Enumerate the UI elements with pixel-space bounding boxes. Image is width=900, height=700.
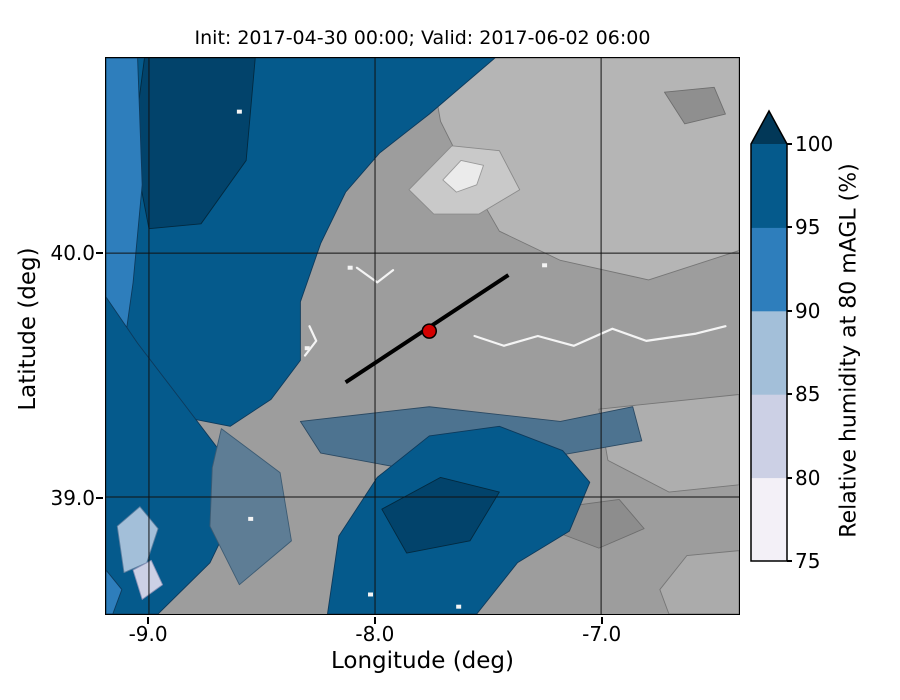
colorbar xyxy=(750,109,788,562)
colorbar-tick-label: 85 xyxy=(795,382,821,407)
colorbar-segment xyxy=(751,394,787,479)
white-spot xyxy=(347,265,353,270)
river-line xyxy=(355,266,395,284)
colorbar-tick-label: 80 xyxy=(795,465,821,490)
x-tick-label: -9.0 xyxy=(128,622,168,646)
y-tick-mark xyxy=(96,496,103,499)
contour-region-terrain-light-southeast xyxy=(659,550,739,614)
contour-region-terrain-light-northeast xyxy=(428,58,739,281)
contour-region-humid-mid-west-strip xyxy=(106,58,143,386)
contour-region-humid-steel-southwest xyxy=(209,428,292,586)
site-marker xyxy=(421,323,438,339)
contour-region-humid-navy-south xyxy=(381,476,500,554)
colorbar-segment xyxy=(751,227,787,312)
colorbar-extend-arrow xyxy=(751,111,787,144)
colorbar-tick-mark xyxy=(787,393,792,396)
contour-region-terrain-white-peak xyxy=(442,159,484,193)
colorbar-segment xyxy=(751,310,787,395)
x-tick-mark xyxy=(147,617,150,624)
colorbar-outline xyxy=(750,109,788,562)
y-tick-mark xyxy=(96,251,103,254)
colorbar-tick-label: 95 xyxy=(795,215,821,240)
colorbar-tick-mark xyxy=(787,476,792,479)
colorbar-tick-label: 100 xyxy=(795,132,834,156)
contour-region-humid-mid-southwest-corner xyxy=(106,569,123,614)
river-line xyxy=(473,325,727,347)
colorbar-label: Relative humidity at 80 mAGL (%) xyxy=(836,163,862,538)
white-spot xyxy=(248,516,254,521)
colorbar-tick-mark xyxy=(787,226,792,229)
plot-area xyxy=(105,57,740,615)
white-spot xyxy=(304,346,310,351)
x-tick-mark xyxy=(373,617,376,624)
x-axis-label: Longitude (deg) xyxy=(330,648,514,674)
white-spot xyxy=(236,109,242,114)
humidity-map xyxy=(106,58,739,614)
plot-title: Init: 2017-04-30 00:00; Valid: 2017-06-0… xyxy=(194,27,651,49)
river-line xyxy=(303,325,318,357)
white-spot xyxy=(368,592,373,597)
contour-region-terrain-dark-northeast xyxy=(663,86,726,125)
x-tick-label: -7.0 xyxy=(582,622,622,646)
x-tick-label: -8.0 xyxy=(355,622,395,646)
contour-region-humid-lightblue-southwest xyxy=(116,506,159,573)
colorbar-tick-label: 90 xyxy=(795,298,821,323)
y-tick-label: 40.0 xyxy=(50,240,95,265)
contour-region-humid-paleblue-southwest xyxy=(132,559,163,600)
colorbar-tick-mark xyxy=(787,560,792,562)
y-tick-label: 39.0 xyxy=(50,485,95,510)
x-tick-mark xyxy=(600,617,603,624)
colorbar-tick-label: 75 xyxy=(795,549,821,573)
white-spot xyxy=(456,604,462,609)
colorbar-tick-mark xyxy=(787,309,792,312)
colorbar-segment xyxy=(751,144,787,228)
colorbar-segment xyxy=(751,477,787,562)
white-spot xyxy=(542,263,548,268)
colorbar-tick-mark xyxy=(787,143,792,145)
y-axis-label: Latitude (deg) xyxy=(15,247,41,411)
